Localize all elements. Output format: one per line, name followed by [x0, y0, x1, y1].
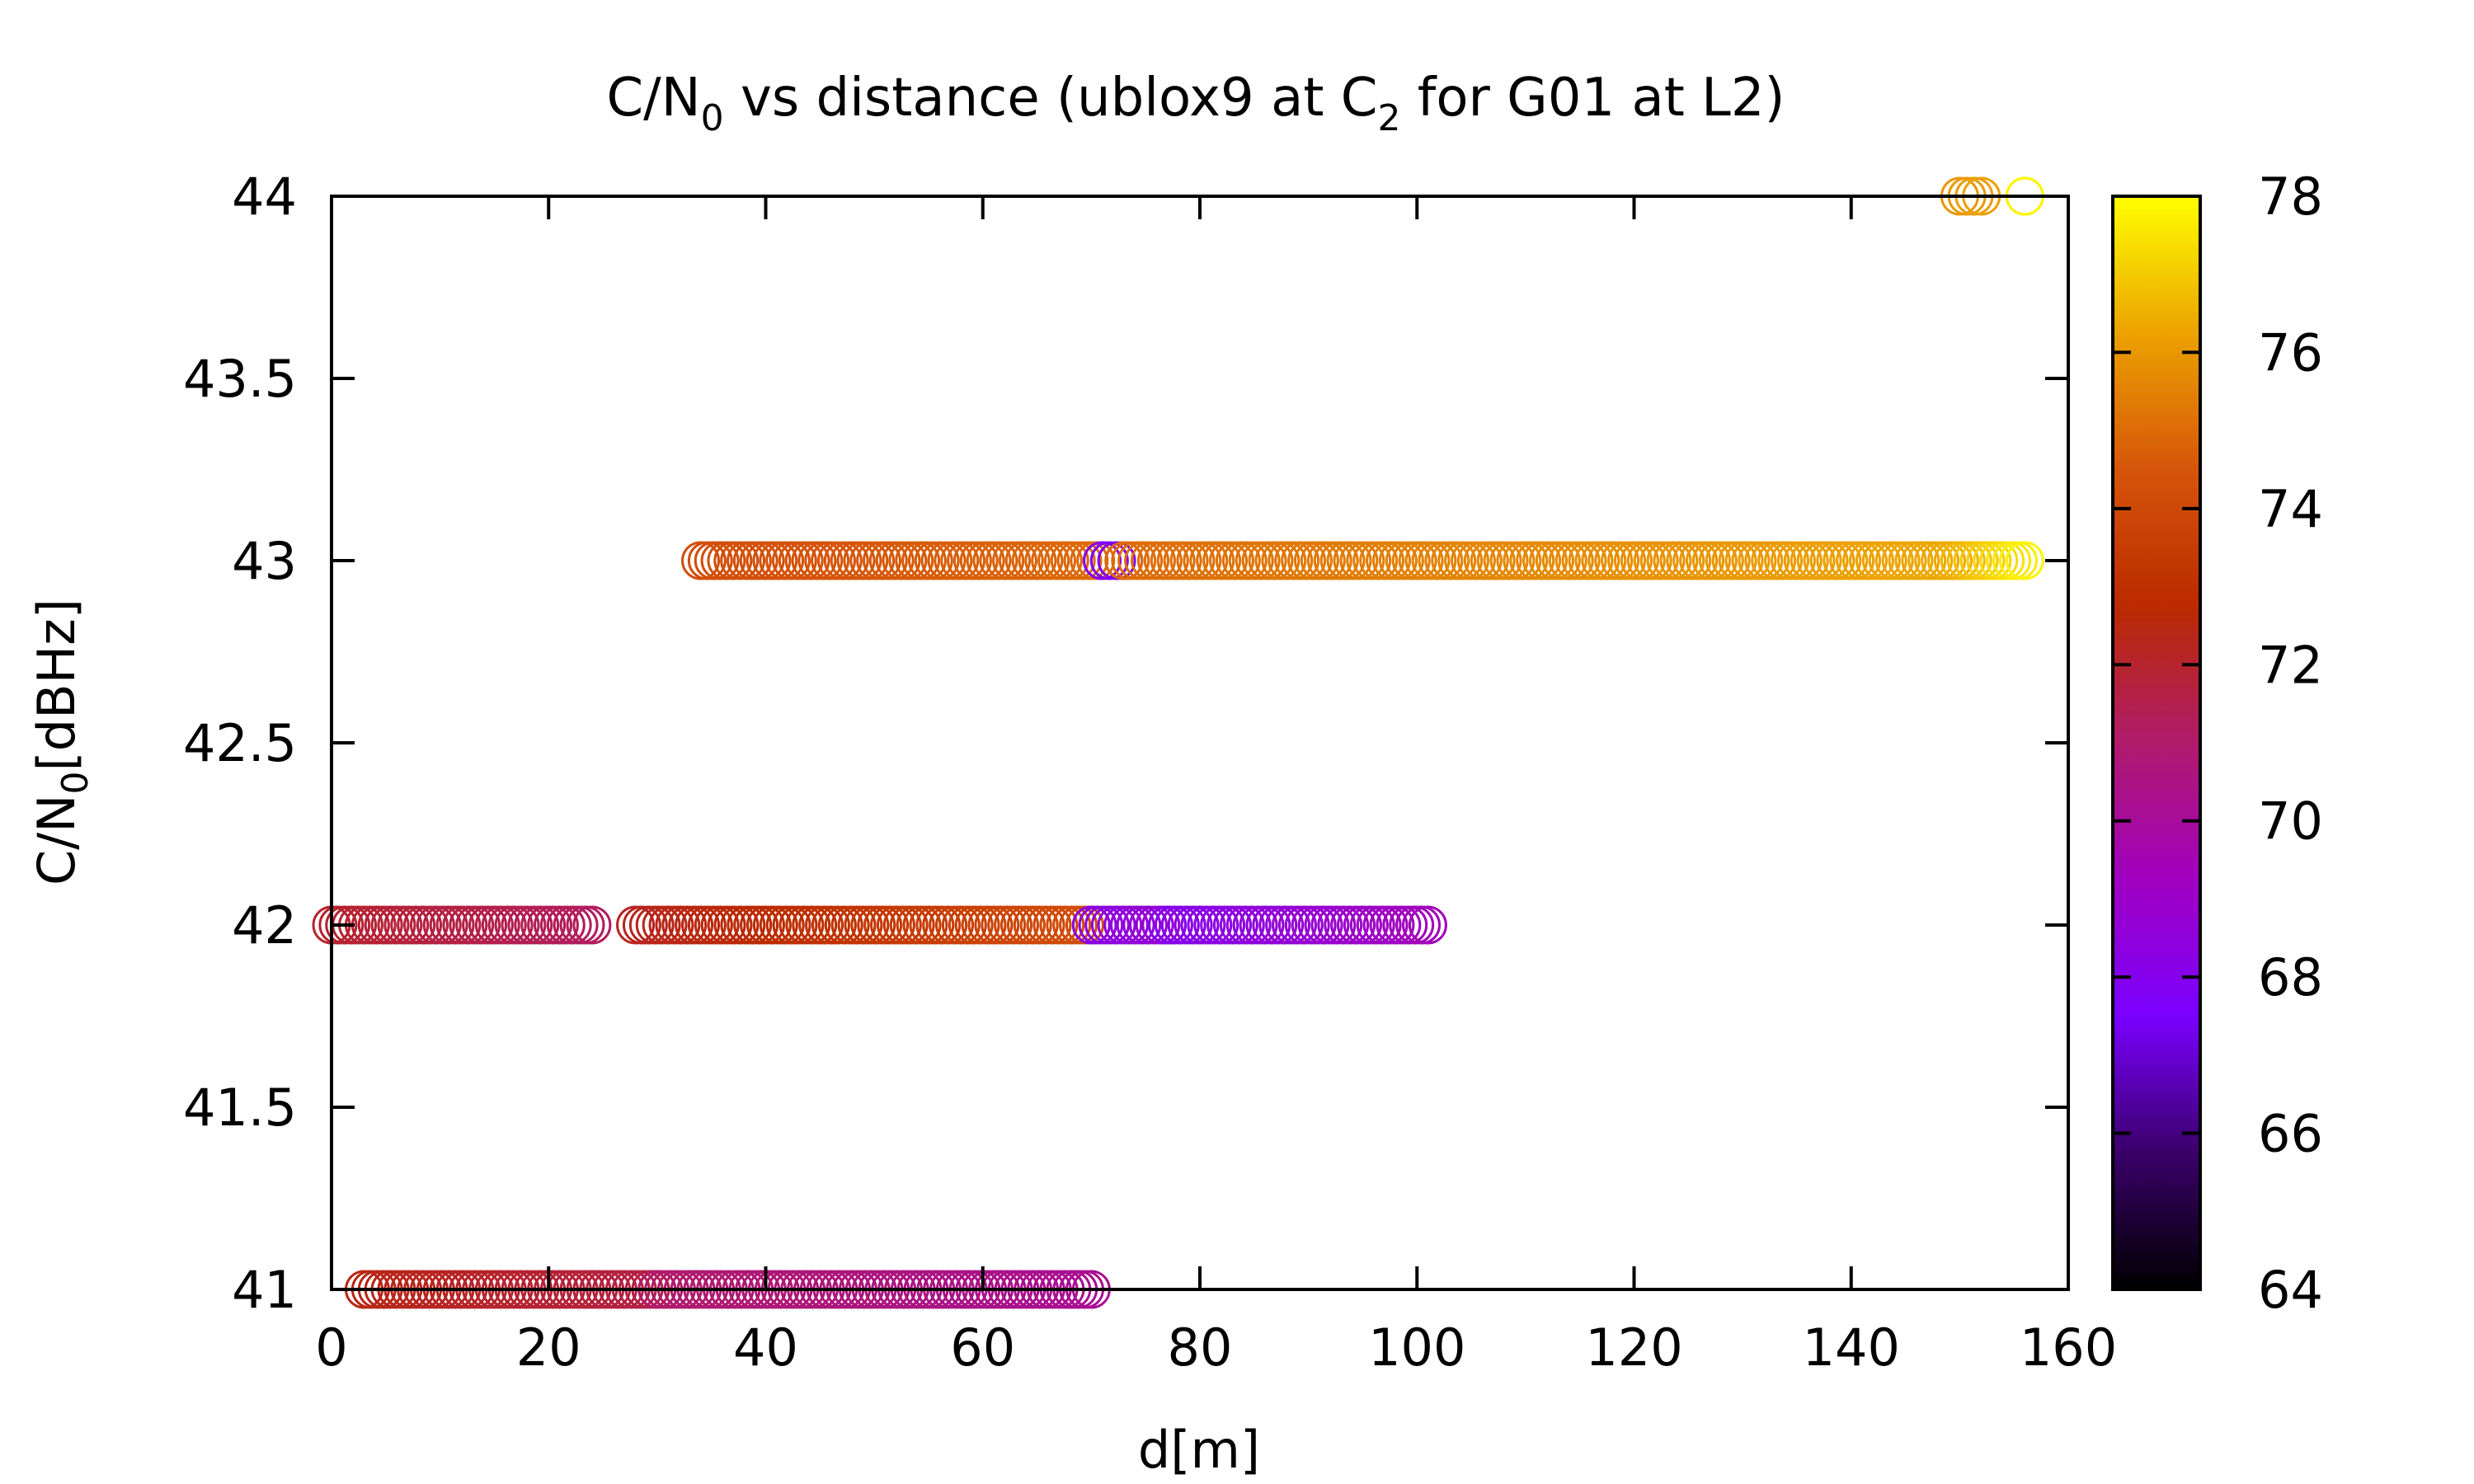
colorbar	[2111, 195, 2202, 1291]
colorbar-tick-label: 66	[2258, 1104, 2323, 1164]
y-tick-label: 43.5	[183, 349, 297, 409]
x-tick-label: 140	[1803, 1317, 1900, 1378]
x-tick-label: 100	[1368, 1317, 1465, 1378]
data-point	[572, 905, 612, 945]
x-tick-label: 60	[950, 1317, 1015, 1378]
colorbar-tick-label: 76	[2258, 322, 2323, 383]
data-point	[1097, 541, 1136, 580]
colorbar-tick-label: 68	[2258, 947, 2323, 1007]
colorbar-ticks: 64 66 68 70 72 74 76 78	[2113, 167, 2323, 1320]
y-axis-label: C/N0[dBHz]	[26, 599, 96, 885]
y-tick-label: 42.5	[183, 713, 297, 773]
y-tick-label: 41	[232, 1260, 297, 1320]
x-tick-label: 20	[516, 1317, 581, 1378]
colorbar-tick-label: 78	[2258, 167, 2323, 227]
y-tick-label: 41.5	[183, 1078, 297, 1138]
data-point	[1089, 541, 1129, 580]
axis-ticks: 0 20 40 60 80 100 120 140 160 41 41.5 42 42.5 43 43.5 4…	[183, 167, 2117, 1378]
x-tick-label: 160	[2020, 1317, 2117, 1378]
colorbar-tick-label: 74	[2258, 479, 2323, 539]
colorbar-tick-label: 72	[2258, 635, 2323, 695]
data-point	[1083, 541, 1122, 580]
plot-frame	[330, 195, 2070, 1291]
colorbar-tick-label: 64	[2258, 1260, 2323, 1320]
x-tick-label: 80	[1168, 1317, 1233, 1378]
scatter-points	[312, 176, 2044, 1309]
x-axis-label: d[m]	[1138, 1420, 1260, 1480]
x-tick-label: 40	[733, 1317, 798, 1378]
y-tick-label: 43	[232, 531, 297, 591]
data-point	[2005, 541, 2044, 580]
y-tick-label: 44	[232, 167, 297, 227]
y-tick-label: 42	[232, 895, 297, 956]
x-tick-label: 0	[315, 1317, 347, 1378]
x-tick-label: 120	[1585, 1317, 1682, 1378]
data-point	[1408, 905, 1447, 945]
colorbar-tick-label: 70	[2258, 791, 2323, 852]
chart-title: C/N0 vs distance (ublox9 at C2 for G01 a…	[606, 68, 1785, 139]
